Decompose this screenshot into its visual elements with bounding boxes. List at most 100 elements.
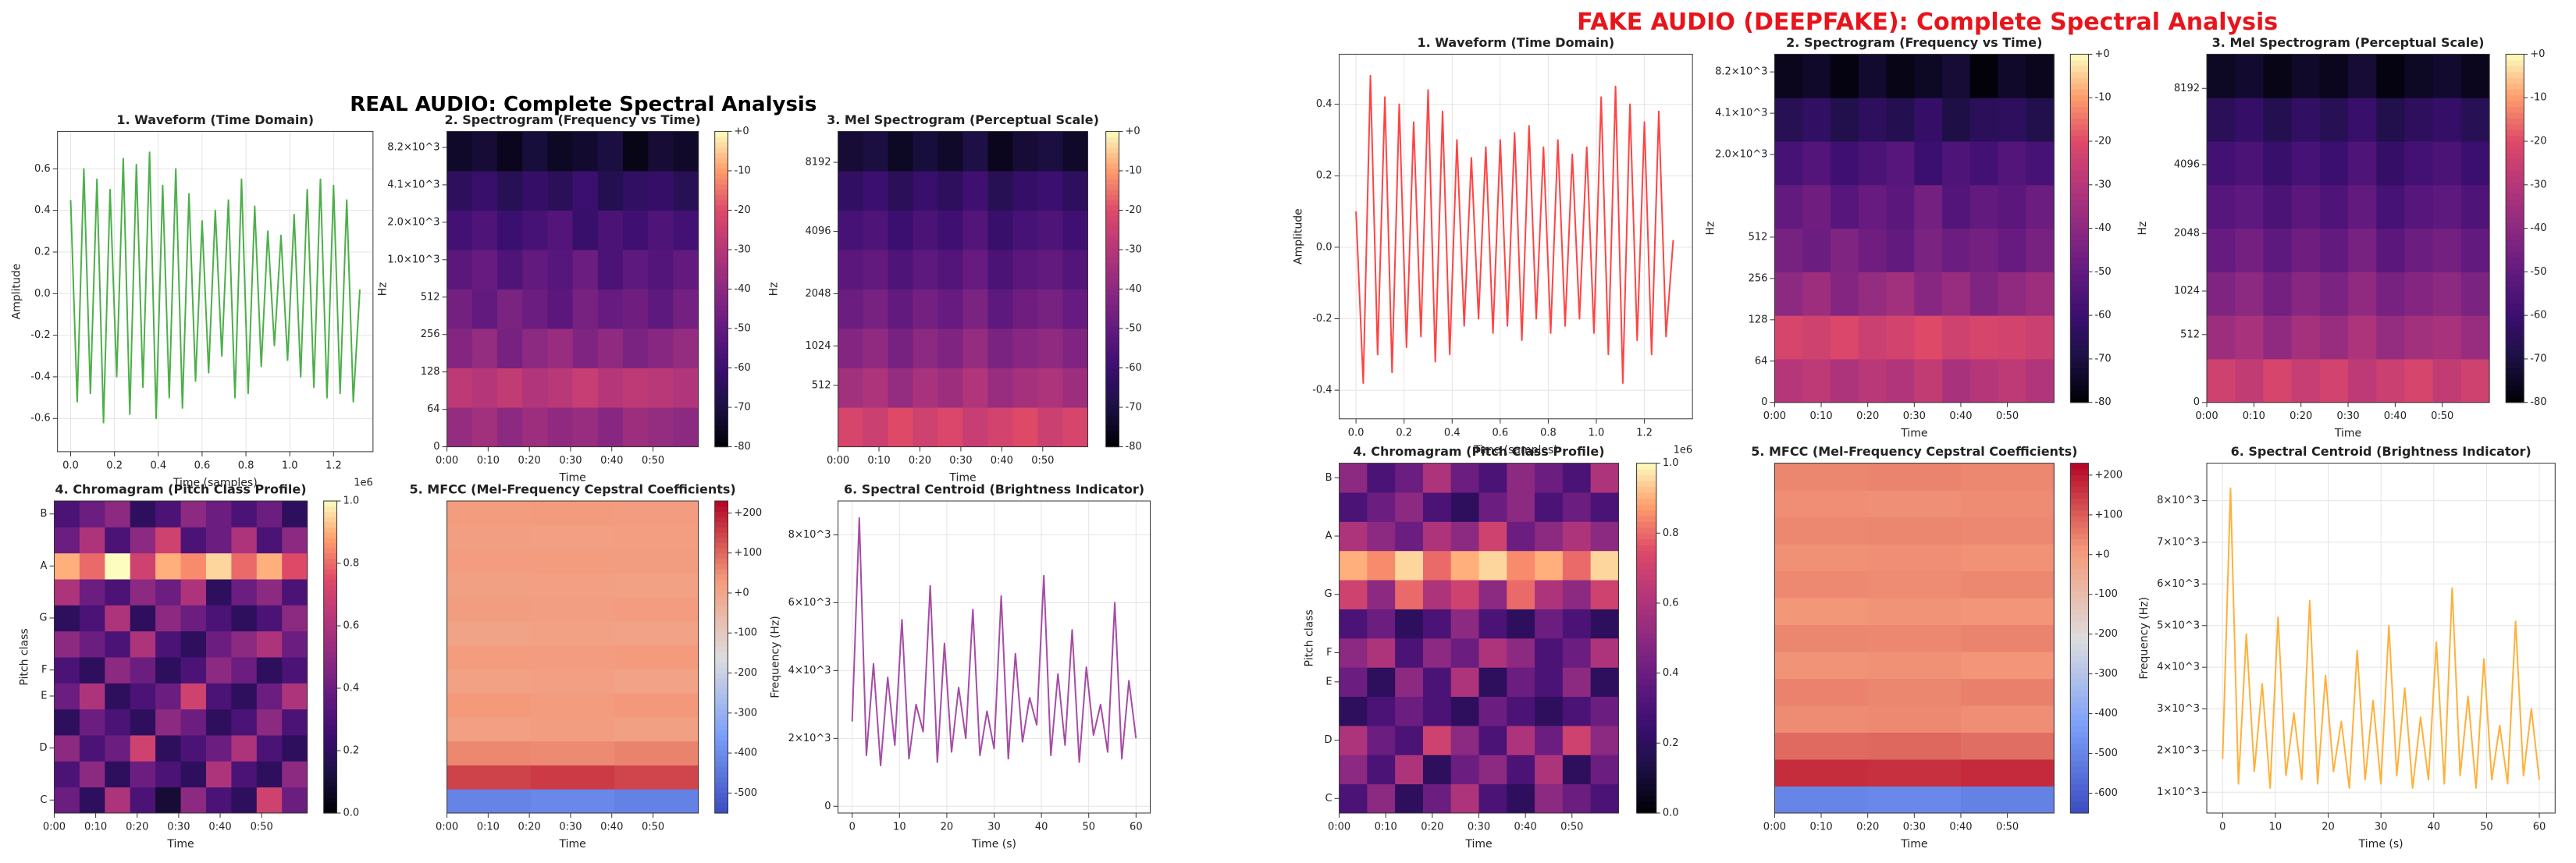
colorbar-step: [2070, 257, 2089, 264]
x-tick-label: 0:10: [477, 821, 500, 833]
colorbar-step: [1105, 247, 1119, 253]
colorbar-step: [2506, 94, 2524, 101]
colorbar-step: [714, 761, 728, 767]
heatmap-cell: [205, 787, 232, 814]
colorbar-step: [2070, 655, 2089, 662]
colorbar-step: [714, 750, 728, 757]
y-tick-label: F: [1326, 647, 1332, 659]
heatmap-cell: [1969, 272, 1999, 316]
colorbar-step: [323, 693, 337, 699]
colorbar-step: [1105, 168, 1119, 174]
heatmap-cell: [1802, 358, 1831, 403]
heatmap-cell: [447, 693, 532, 718]
heatmap-cell: [1830, 272, 1859, 316]
colorbar-step: [2506, 106, 2524, 113]
heatmap-cell: [1867, 786, 1962, 814]
heatmap-cell: [1478, 637, 1507, 668]
colorbar-step: [2506, 100, 2524, 108]
y-tick-label: 512: [1749, 231, 1768, 243]
heatmap-cell: [1422, 521, 1452, 552]
heatmap-cell: [79, 761, 105, 788]
colorbar-step: [323, 672, 337, 679]
heatmap-cell: [572, 249, 599, 289]
heatmap-cell: [1367, 580, 1396, 609]
heatmap-cell: [1395, 755, 1424, 785]
colorbar-step: [1636, 503, 1656, 510]
y-axis-label: Hz: [2137, 222, 2149, 236]
colorbar-step: [2070, 748, 2089, 755]
colorbar-tick-label: 0.0: [1663, 807, 1679, 819]
heatmap-cell: [2432, 184, 2462, 229]
heatmap-cell: [2291, 54, 2321, 98]
heatmap-cell: [1858, 272, 1888, 316]
heatmap-cell: [155, 552, 182, 580]
heatmap-cell: [2460, 98, 2490, 142]
colorbar-step: [1636, 743, 1656, 750]
heatmap-cell: [530, 789, 615, 814]
heatmap-cell: [2235, 141, 2264, 186]
x-tick-label: 0:10: [477, 455, 500, 467]
heatmap-cell: [256, 527, 283, 554]
colorbar-step: [2070, 286, 2089, 293]
y-tick-label: F: [41, 664, 47, 676]
colorbar-step: [1105, 215, 1119, 222]
y-tick-label: -0.4: [30, 371, 50, 382]
colorbar-step: [2506, 176, 2524, 183]
heatmap-cell: [1339, 637, 1368, 668]
heatmap-cell: [130, 605, 156, 632]
heatmap-cell: [1802, 141, 1831, 186]
heatmap-cell: [2432, 315, 2462, 360]
colorbar-step: [2506, 112, 2524, 119]
x-tick-label: 0:20: [126, 821, 148, 833]
heatmap-cell: [1037, 329, 1064, 369]
y-tick-label: 4×10^3: [788, 665, 831, 677]
colorbar-step: [1636, 463, 1656, 470]
heatmap-cell: [1535, 725, 1564, 755]
heatmap-cell: [447, 210, 473, 250]
heatmap-cell: [105, 683, 131, 710]
colorbar-step: [2070, 275, 2089, 282]
colorbar-step: [1636, 585, 1656, 592]
colorbar-tick-label: 0.6: [343, 620, 360, 632]
heatmap-cell: [1942, 184, 1971, 229]
colorbar-step: [1636, 568, 1656, 575]
colorbar-step: [2506, 228, 2524, 235]
colorbar-step: [1636, 474, 1656, 481]
x-tick-label: 1.2: [326, 460, 342, 471]
heatmap-cell: [1886, 54, 1915, 98]
colorbar-tick-label: +0: [1126, 126, 1140, 137]
heatmap-cell: [231, 552, 258, 580]
heatmap-cell: [547, 131, 574, 172]
y-tick-label: -0.4: [1312, 385, 1332, 396]
colorbar-step: [714, 595, 728, 601]
heatmap-cell: [938, 329, 964, 369]
colorbar-step: [1105, 199, 1119, 206]
heatmap-cell: [105, 579, 131, 606]
heatmap-cell: [1562, 725, 1592, 755]
colorbar-step: [2070, 182, 2089, 189]
colorbar-step: [1105, 289, 1119, 295]
colorbar-step: [323, 667, 337, 673]
heatmap-cell: [863, 329, 889, 369]
heatmap-cell: [282, 579, 308, 606]
heatmap-cell: [1422, 696, 1452, 726]
colorbar-step: [2070, 807, 2089, 814]
colorbar-step: [714, 299, 728, 306]
colorbar-step: [2070, 743, 2089, 750]
heatmap-cell: [1507, 492, 1535, 522]
heatmap-cell: [530, 524, 615, 550]
colorbar-step: [714, 415, 728, 421]
colorbar-step: [2070, 521, 2089, 528]
colorbar-step: [2070, 696, 2089, 703]
colorbar-step: [2070, 263, 2089, 270]
colorbar-step: [323, 677, 337, 684]
heatmap-cell: [231, 579, 258, 606]
colorbar-step: [714, 740, 728, 746]
heatmap-cell: [1012, 368, 1039, 408]
x-tick-label: 60: [1130, 821, 1143, 833]
colorbar-step: [323, 595, 337, 601]
heatmap-cell: [2404, 315, 2434, 360]
y-tick-label: C: [40, 794, 47, 806]
x-tick-label: 0.2: [106, 460, 123, 471]
heatmap-cell: [1802, 272, 1831, 316]
